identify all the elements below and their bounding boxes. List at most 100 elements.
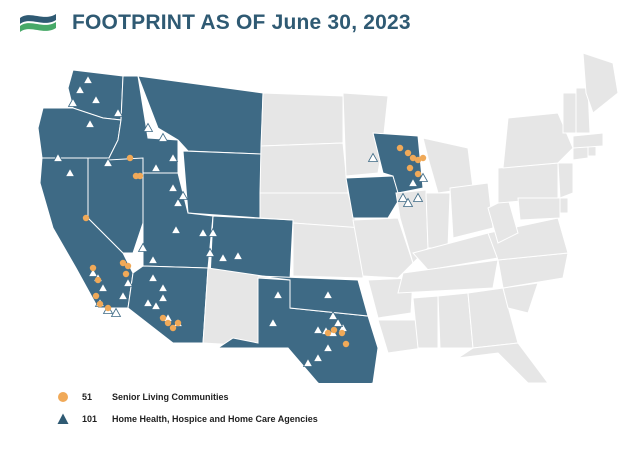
senior-living-marker [82, 214, 90, 222]
senior-living-marker [338, 329, 346, 337]
agencies-label: Home Health, Hospice and Home Care Agenc… [112, 414, 318, 424]
senior-living-marker [406, 164, 414, 172]
agency-marker [167, 182, 179, 192]
orange-circle-icon [56, 390, 70, 404]
state-ok [257, 275, 369, 317]
header: FOOTPRINT AS OF June 30, 2023 [18, 6, 411, 40]
state-nd [260, 92, 344, 147]
agency-marker [327, 310, 339, 320]
agency-marker [97, 282, 109, 292]
agency-marker [407, 177, 419, 187]
agency-marker [232, 250, 244, 260]
senior-living-marker [414, 156, 422, 164]
agency-marker [90, 94, 102, 104]
agency-marker [82, 74, 94, 84]
agency-marker [110, 307, 122, 317]
agency-marker [64, 167, 76, 177]
state-de [559, 197, 569, 214]
senior-living-marker [342, 340, 350, 348]
state-mo [352, 217, 414, 279]
senior-living-marker [414, 170, 422, 178]
agency-marker [272, 289, 284, 299]
state-in [425, 192, 451, 249]
agency-marker [302, 357, 314, 367]
agency-marker [397, 192, 409, 202]
agency-marker [74, 84, 86, 94]
agency-marker [197, 227, 209, 237]
senior-living-marker [169, 324, 177, 332]
agency-marker [332, 317, 344, 327]
agency-marker [402, 197, 414, 207]
agency-marker [137, 242, 149, 252]
state-sc [502, 282, 539, 314]
senior-living-marker [396, 144, 404, 152]
senior-living-marker [89, 264, 97, 272]
agency-marker [322, 289, 334, 299]
state-mi [422, 137, 474, 194]
agency-marker [417, 172, 429, 182]
us-footprint-map [37, 52, 618, 383]
agency-marker [147, 272, 159, 282]
senior-living-marker [174, 319, 182, 327]
senior-living-marker [136, 172, 144, 180]
legend-item-agencies: 101 Home Health, Hospice and Home Care A… [56, 408, 318, 430]
senior-living-marker [419, 154, 427, 162]
agency-marker [157, 292, 169, 302]
agency-marker [312, 324, 324, 334]
agency-marker [117, 290, 129, 300]
agency-marker [52, 152, 64, 162]
agency-marker [142, 122, 154, 132]
agency-marker [177, 190, 189, 200]
state-ks [292, 222, 364, 279]
agency-marker [157, 132, 169, 142]
senior-living-marker [119, 259, 127, 267]
senior-living-marker [104, 304, 112, 312]
senior-living-label: Senior Living Communities [112, 392, 229, 402]
senior-living-marker [404, 149, 412, 157]
state-ri [587, 145, 597, 157]
agency-marker [147, 254, 159, 264]
legend-item-senior-living: 51 Senior Living Communities [56, 386, 318, 408]
state-ma [572, 132, 604, 149]
state-oh [449, 182, 494, 239]
senior-living-marker [164, 319, 172, 327]
agency-marker [87, 267, 99, 277]
agency-marker [84, 118, 96, 128]
state-wi [372, 132, 424, 194]
senior-living-marker [92, 292, 100, 300]
map-legend: 51 Senior Living Communities 101 Home He… [56, 386, 318, 430]
state-va [487, 217, 569, 261]
agencies-count: 101 [82, 414, 98, 424]
agency-marker [367, 152, 379, 162]
state-tn [397, 259, 499, 294]
senior-living-marker [324, 329, 332, 337]
agency-marker [167, 152, 179, 162]
state-vt [562, 92, 577, 134]
navy-triangle-icon [56, 412, 70, 426]
state-nh [575, 87, 591, 134]
agency-marker [142, 297, 154, 307]
state-pa [497, 162, 559, 204]
agency-marker [67, 97, 79, 107]
agency-marker [112, 107, 124, 117]
agency-marker [312, 352, 324, 362]
senior-living-marker [159, 314, 167, 322]
state-wy [182, 150, 262, 219]
state-ms [412, 295, 439, 349]
state-fl [457, 342, 549, 383]
senior-living-marker [330, 326, 338, 334]
agency-marker [122, 277, 134, 287]
location-markers [52, 74, 429, 367]
state-al [437, 292, 474, 349]
senior-living-marker [126, 154, 134, 162]
senior-living-marker [96, 300, 104, 308]
agency-marker [204, 247, 216, 257]
agency-marker [157, 282, 169, 292]
state-sd [259, 142, 349, 194]
agency-marker [217, 252, 229, 262]
agency-marker [172, 197, 184, 207]
senior-living-marker [409, 154, 417, 162]
agency-marker [412, 192, 424, 202]
state-md [517, 197, 561, 221]
agency-marker [267, 317, 279, 327]
